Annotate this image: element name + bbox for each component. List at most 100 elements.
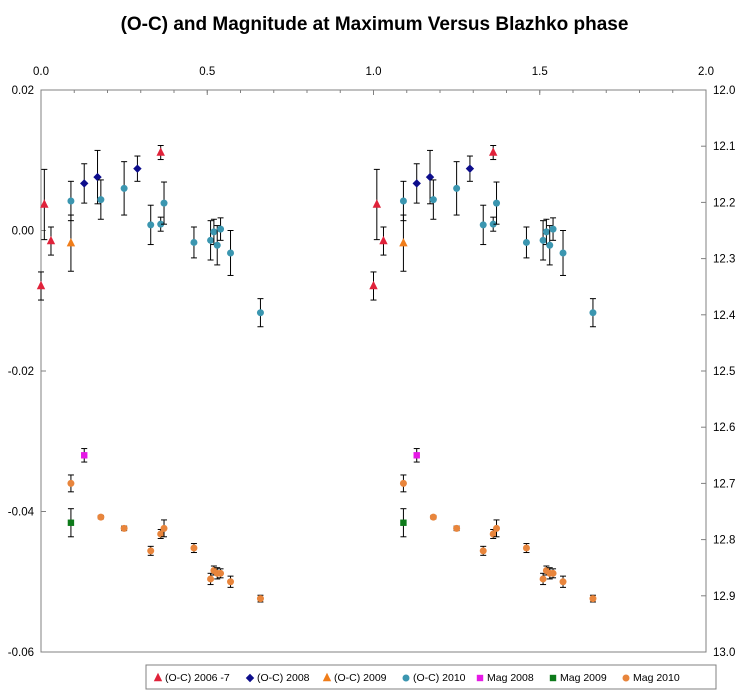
data-point — [256, 309, 264, 317]
data-point — [425, 172, 435, 182]
series-5 — [67, 508, 407, 538]
right-y-tick-label: 12.7 — [713, 478, 735, 490]
right-y-tick-label: 12.5 — [713, 366, 735, 378]
x-tick-label: 0.0 — [33, 66, 49, 78]
right-y-tick-label: 12.9 — [713, 591, 735, 603]
data-point — [413, 452, 420, 459]
data-point — [217, 569, 225, 577]
data-point — [542, 228, 550, 236]
data-point — [227, 578, 235, 586]
data-point — [160, 524, 168, 532]
data-point — [399, 197, 407, 205]
data-point — [97, 513, 105, 521]
data-point — [399, 479, 407, 487]
x-tick-label: 1.5 — [532, 66, 548, 78]
legend-marker — [322, 672, 332, 682]
legend-label: (O-C) 2009 — [334, 672, 387, 684]
data-point — [210, 228, 218, 236]
data-point — [80, 179, 89, 188]
left-y-tick-label: 0.02 — [12, 85, 34, 97]
left-y-tick-label: -0.06 — [8, 647, 34, 659]
data-point — [67, 479, 75, 487]
plot-area-frame — [40, 89, 707, 653]
right-y-tick-label: 12.0 — [713, 85, 735, 97]
right-y-tick-label: 13.0 — [713, 647, 735, 659]
legend-marker — [245, 673, 255, 683]
legend-label: Mag 2010 — [633, 672, 680, 684]
series-4 — [81, 448, 420, 463]
x-tick-label: 2.0 — [698, 66, 714, 78]
data-point — [40, 199, 49, 208]
data-point — [522, 544, 530, 552]
left-y-tick-label: -0.04 — [8, 507, 35, 519]
x-tick-label: 0.5 — [199, 66, 215, 78]
legend-label: Mag 2008 — [487, 672, 534, 684]
chart-title: (O-C) and Magnitude at Maximum Versus Bl… — [120, 14, 629, 35]
data-point — [372, 199, 382, 208]
legend-label: Mag 2009 — [560, 672, 607, 684]
data-point — [81, 452, 88, 459]
series-1 — [80, 149, 475, 205]
data-point — [589, 309, 597, 317]
data-point — [479, 221, 487, 229]
series-3 — [67, 161, 597, 328]
legend-marker — [622, 674, 630, 682]
legend-marker — [549, 674, 557, 682]
data-point — [36, 280, 46, 290]
right-y-tick-label: 12.2 — [713, 197, 735, 209]
data-point — [156, 147, 165, 156]
data-point — [213, 241, 221, 249]
data-point — [67, 197, 75, 205]
series-0 — [36, 144, 498, 301]
data-point — [190, 238, 198, 246]
data-point — [190, 544, 198, 552]
data-point — [256, 595, 264, 603]
data-point — [429, 513, 437, 521]
data-point — [539, 575, 547, 583]
data-point — [147, 221, 155, 229]
series-2 — [66, 214, 408, 272]
legend-box — [145, 664, 717, 690]
legend-label: (O-C) 2008 — [257, 672, 310, 684]
data-point — [539, 236, 547, 244]
data-point — [93, 172, 102, 182]
data-point — [429, 196, 437, 204]
data-point — [489, 147, 498, 156]
data-point — [227, 249, 235, 257]
data-point — [120, 524, 128, 532]
data-point — [493, 524, 501, 532]
data-point — [559, 578, 567, 586]
data-point — [479, 547, 487, 555]
data-point — [369, 280, 378, 290]
data-point — [549, 569, 557, 577]
legend-marker — [476, 674, 484, 682]
data-point — [120, 184, 128, 192]
data-point — [157, 220, 165, 228]
right-y-tick-label: 12.8 — [713, 535, 735, 547]
data-point — [207, 575, 215, 583]
data-point — [559, 249, 567, 257]
data-point — [97, 196, 105, 204]
x-tick-label: 1.0 — [366, 66, 382, 78]
data-point — [160, 199, 168, 207]
right-y-tick-label: 12.3 — [713, 254, 735, 266]
data-point — [66, 237, 76, 247]
data-point — [67, 519, 75, 526]
left-y-tick-label: 0.00 — [12, 226, 34, 238]
data-point — [465, 164, 475, 173]
data-point — [522, 238, 530, 246]
data-point — [589, 595, 597, 603]
data-point — [207, 236, 215, 244]
right-y-tick-label: 12.1 — [713, 141, 735, 153]
legend-label: (O-C) 2010 — [413, 672, 466, 684]
right-y-tick-label: 12.6 — [713, 422, 735, 434]
right-y-tick-label: 12.4 — [713, 310, 736, 322]
data-point — [400, 519, 407, 526]
data-point — [412, 179, 421, 188]
data-point — [453, 184, 461, 192]
left-y-tick-label: -0.02 — [8, 366, 34, 378]
data-point — [133, 164, 142, 173]
data-point — [489, 220, 497, 228]
legend-label: (O-C) 2006 -7 — [165, 672, 230, 684]
